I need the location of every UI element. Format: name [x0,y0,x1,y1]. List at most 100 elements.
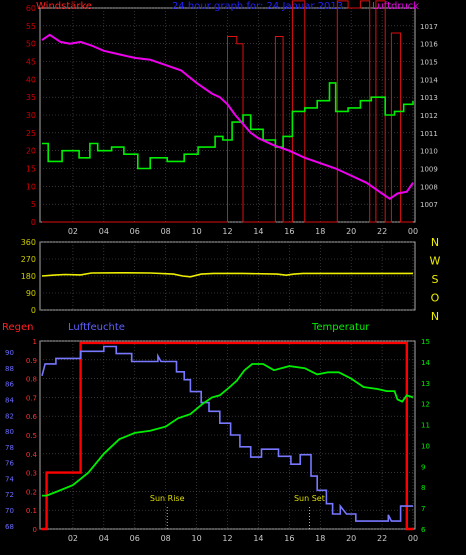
panel3-temperature-label: Temperatur [311,322,370,333]
panel3-temperature-tick-label: 13 [421,380,430,388]
panel3-humidity-tick-label: 70 [5,507,14,515]
panel2-compass-label: N [431,236,439,249]
panel3-x-tick-label: 02 [68,534,78,543]
panel3-temperature-tick-label: 12 [421,401,430,409]
panel3-x-tick-label: 22 [377,534,387,543]
panel1-left-tick-label: 0 [31,218,36,227]
panel1-x-tick-label: 04 [99,227,109,236]
panel3-humidity-label: Luftfeuchte [68,322,125,333]
humidity-series-line [41,345,413,522]
panel1-title: 24 hour graph for: 24 Januar 2013 [172,1,343,12]
panel1-right-tick-label: 1010 [420,148,438,156]
panel3-rain-tick-label: 0.1 [26,507,37,515]
panel1-right-tick-label: 1015 [420,59,438,67]
panel1-left-tick-label: 40 [26,75,36,84]
panel3-humidity-tick-label: 84 [5,396,14,404]
panel3-temperature-tick-label: 9 [421,463,425,471]
panel3-x-tick-label: 08 [161,534,171,543]
panel1-right-tick-label: 1009 [420,166,438,174]
panel1-right-tick-label: 1014 [420,76,438,84]
panel3-temperature-tick-label: 8 [421,484,425,492]
panel1-left-tick-label: 20 [26,147,36,156]
panel3-x-tick-label: 20 [346,534,356,543]
rain-series-line [42,341,413,531]
panel1-x-tick-label: 22 [377,227,387,236]
panel2-compass-label: N [431,310,439,323]
panel1-x-tick-label: 08 [161,227,171,236]
panel1-x-tick-label: 20 [346,227,356,236]
panel1-right-tick-label: 1017 [420,23,438,31]
panel3-humidity-tick-label: 68 [5,523,14,531]
temperature-series-line [42,363,414,497]
panel3-rain-tick-label: 0.5 [26,432,37,440]
pressure-series-line [41,33,414,201]
panel1-x-tick-label: 10 [191,227,201,236]
panel1-left-tick-label: 55 [26,22,36,31]
panel1-x-tick-label: 00 [408,227,418,236]
panel1-right-tick-label: 1012 [420,112,438,120]
panel3-temperature-tick-label: 10 [421,442,430,450]
panel1-left-tick-label: 35 [26,93,36,102]
panel3-x-tick-label: 00 [408,534,418,543]
panel2-left-tick-label: 90 [26,289,36,298]
panel3-humidity-tick-label: 72 [5,491,14,499]
panel1-x-tick-label: 16 [284,227,294,236]
panel2-left-tick-label: 270 [21,255,36,264]
panel3-humidity-tick-label: 90 [5,349,14,357]
panel2-left-tick-label: 180 [21,272,36,281]
panel1-left-tick-label: 60 [26,4,36,13]
panel1-left-tick-label: 15 [26,165,36,174]
panel3-x-tick-label: 12 [222,534,232,543]
panel1-left-tick-label: 5 [31,200,36,209]
panel3-rain-tick-label: 0 [33,526,37,534]
panel3-x-tick-label: 04 [99,534,109,543]
panel2-compass-label: W [430,255,441,268]
panel3-x-tick-label: 16 [284,534,294,543]
panel3-humidity-tick-label: 76 [5,460,14,468]
panel1-right-tick-label: 1008 [420,183,438,191]
panel3-rain-tick-label: 0.8 [26,376,37,384]
panel2-compass-label: S [432,273,439,286]
panel1-x-tick-label: 02 [68,227,78,236]
panel1-x-tick-label: 18 [315,227,325,236]
panel1-right-tick-label: 1016 [420,41,438,49]
panel2-compass-label: O [431,292,440,305]
panel3-humidity-tick-label: 80 [5,428,14,436]
panel3-humidity-tick-label: 82 [5,412,14,420]
panel3-rain-tick-label: 0.9 [26,357,37,365]
panel3-rain-tick-label: 0.2 [26,488,37,496]
panel3-rain-tick-label: 0.7 [26,394,37,402]
panel3-temperature-tick-label: 7 [421,505,425,513]
panel1-right-tick-label: 1007 [420,201,438,209]
panel3-rain-tick-label: 0.6 [26,413,38,421]
panel1-left-tick-label: 30 [26,111,36,120]
panel3-humidity-tick-label: 78 [5,444,14,452]
panel1-left-tick-label: 45 [26,58,36,67]
panel3-x-tick-label: 06 [130,534,140,543]
panel3-rain-label: Regen [2,322,34,333]
panel3-x-tick-label: 14 [253,534,263,543]
panel3-rain-tick-label: 0.4 [26,451,38,459]
panel3-rain-tick-label: 0.3 [26,470,37,478]
panel1-right-tick-label: 1011 [420,130,438,138]
panel3-temperature-tick-label: 15 [421,338,430,346]
panel1-x-tick-label: 06 [130,227,140,236]
panel1-left-label: Windstärke [36,1,92,12]
panel3-humidity-tick-label: 74 [5,475,14,483]
panel3-temperature-tick-label: 11 [421,422,430,430]
panel3-x-tick-label: 18 [315,534,325,543]
panel3-temperature-tick-label: 14 [421,359,430,367]
panel3-humidity-tick-label: 88 [5,365,14,373]
panel1-left-tick-label: 50 [26,40,36,49]
sun-event-label: Sun Set [294,494,325,503]
panel3-temperature-tick-label: 6 [421,526,426,534]
sun-event-label: Sun Rise [150,494,185,503]
panel3-rain-tick-label: 1 [33,338,37,346]
panel1-right-tick-label: 1013 [420,94,438,102]
panel3-x-tick-label: 10 [191,534,201,543]
wind-series-line [42,82,414,170]
panel1-left-tick-label: 25 [26,129,36,138]
panel2-left-tick-label: 0 [31,306,36,315]
panel2-left-tick-label: 360 [21,238,36,247]
